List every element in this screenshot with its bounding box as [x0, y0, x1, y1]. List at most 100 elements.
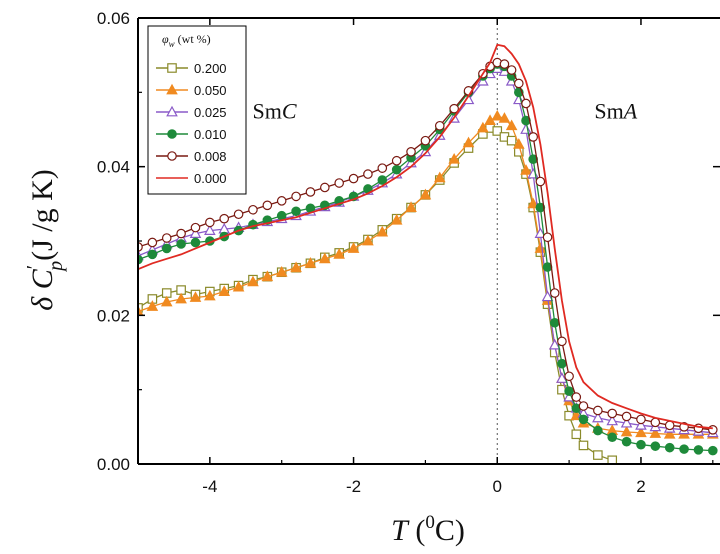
data-point-0.008-31: [528, 132, 538, 142]
x-tick-label-3: 2: [636, 477, 645, 496]
data-point-0.200-40: [607, 455, 618, 464]
data-point-0.008-28: [506, 65, 517, 75]
data-point-0.025-30: [520, 123, 532, 134]
data-point-0.025-34: [548, 338, 561, 350]
data-point-0.050-28: [505, 119, 518, 131]
data-point-0.010-41: [621, 436, 632, 447]
legend-marker-0.008: [167, 151, 177, 161]
data-point-0.050-2: [160, 295, 173, 307]
data-point-0.010-4: [190, 237, 201, 248]
legend-label-0.050: 0.050: [194, 83, 227, 98]
data-point-0.010-35: [557, 358, 567, 369]
data-point-0.050-3: [175, 292, 187, 304]
legend-marker-0.050: [166, 83, 178, 95]
data-point-0.050-19: [405, 201, 417, 212]
data-point-0.008-29: [514, 78, 524, 89]
data-point-0.010-34: [549, 317, 560, 328]
data-point-0.010-46: [693, 445, 704, 455]
data-point-0.025-40: [606, 414, 619, 426]
data-point-0.008-10: [276, 196, 287, 206]
data-point-0.008-22: [449, 103, 459, 114]
data-point-0.025-39: [592, 411, 604, 423]
data-point-0.010-39: [593, 425, 603, 436]
data-point-0.010-18: [391, 164, 402, 175]
data-point-0.050-13: [319, 252, 331, 264]
legend-label-0.000: 0.000: [194, 171, 227, 186]
data-point-0.008-27: [499, 59, 510, 69]
phase-label-1: SmA: [594, 98, 637, 123]
data-point-0.008-20: [420, 135, 431, 146]
data-point-0.050-29: [513, 138, 525, 149]
y-tick-label-0: 0.00: [97, 455, 130, 474]
x-axis-label: T (0C): [391, 512, 465, 547]
data-point-0.008-39: [593, 405, 603, 416]
data-point-0.050-41: [620, 425, 633, 437]
legend-marker-0.200: [167, 63, 177, 73]
data-point-0.008-1: [147, 237, 158, 248]
data-point-0.008-40: [607, 408, 618, 419]
data-point-0.050-43: [649, 427, 662, 438]
series-0.000: [138, 43, 713, 430]
legend-label-0.010: 0.010: [194, 127, 227, 142]
data-point-0.008-13: [320, 182, 330, 193]
data-point-0.008-17: [377, 163, 388, 173]
data-point-0.008-9: [262, 200, 273, 211]
data-point-0.010-42: [636, 439, 646, 450]
x-tick-label-0: -4: [202, 477, 217, 496]
data-point-0.010-47: [708, 445, 718, 456]
data-point-0.008-12: [305, 187, 316, 197]
data-point-0.050-21: [433, 171, 446, 183]
data-point-0.050-16: [362, 234, 374, 246]
y-tick-label-3: 0.06: [97, 9, 130, 28]
data-point-0.008-15: [348, 173, 359, 184]
data-point-0.008-30: [521, 98, 531, 109]
data-point-0.008-32: [535, 176, 546, 187]
data-point-0.025-41: [620, 416, 633, 428]
data-point-0.050-10: [275, 265, 288, 277]
data-point-0.050-1: [146, 300, 159, 311]
data-point-0.008-41: [621, 411, 632, 422]
data-point-0.008-34: [549, 288, 560, 298]
data-point-0.008-5: [205, 217, 215, 228]
plot-area: [138, 18, 719, 464]
legend-marker-0.025: [166, 105, 178, 117]
data-point-0.008-18: [391, 155, 402, 166]
data-point-0.050-27: [498, 112, 511, 123]
data-point-0.008-6: [219, 213, 230, 224]
data-point-0.010-1: [147, 249, 158, 260]
data-point-0.010-11: [291, 206, 301, 217]
data-point-0.008-19: [406, 147, 416, 157]
data-point-0.050-15: [347, 242, 360, 253]
legend-label-0.025: 0.025: [194, 105, 227, 120]
data-point-0.008-14: [334, 178, 344, 188]
data-point-0.050-8: [247, 275, 259, 287]
data-point-0.008-38: [578, 401, 589, 411]
data-point-0.200-37: [571, 429, 582, 440]
legend-title: φw (wt %): [162, 32, 211, 49]
data-point-0.050-22: [448, 152, 460, 164]
data-point-0.050-20: [419, 188, 432, 200]
data-point-0.050-11: [290, 261, 302, 273]
data-point-0.008-47: [708, 425, 718, 435]
data-point-0.200-28: [506, 135, 517, 146]
data-point-0.200-34: [549, 347, 560, 358]
data-point-0.050-31: [527, 197, 539, 209]
data-point-0.050-23: [462, 136, 475, 148]
series-line-0.000: [138, 43, 713, 430]
data-point-0.010-43: [650, 441, 661, 451]
data-point-0.008-21: [434, 120, 445, 131]
data-point-0.010-2: [161, 243, 172, 254]
phase-label-0: SmC: [252, 98, 296, 123]
legend-marker-0.010: [167, 129, 177, 139]
data-point-0.008-3: [176, 228, 186, 239]
data-point-0.008-35: [557, 336, 567, 347]
data-point-0.010-10: [276, 210, 287, 221]
data-point-0.010-3: [176, 239, 186, 249]
data-point-0.050-7: [232, 280, 245, 292]
data-point-0.010-17: [377, 175, 388, 185]
data-point-0.050-18: [390, 213, 403, 225]
x-tick-label-2: 0: [493, 477, 502, 496]
data-point-0.025-4: [189, 227, 202, 238]
data-point-0.010-40: [607, 432, 618, 443]
